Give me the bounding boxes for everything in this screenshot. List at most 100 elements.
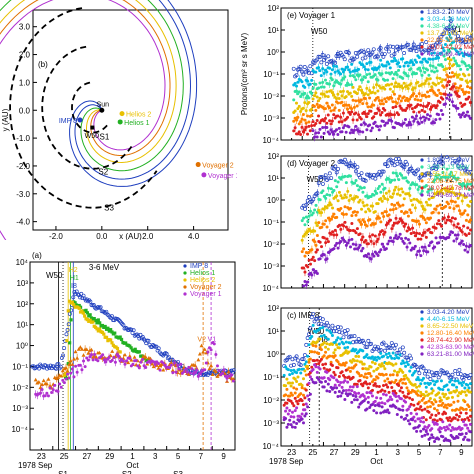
data-point xyxy=(290,393,294,397)
data-point xyxy=(391,208,395,212)
data-point xyxy=(332,386,336,390)
data-point xyxy=(386,221,390,225)
data-point xyxy=(376,345,380,350)
data-point xyxy=(325,389,329,393)
data-point xyxy=(332,376,336,380)
data-point xyxy=(311,129,315,133)
data-point xyxy=(416,187,420,191)
data-point xyxy=(190,367,194,371)
data-point xyxy=(292,386,296,390)
data-point xyxy=(362,399,366,403)
data-point xyxy=(444,204,448,208)
data-point xyxy=(51,388,55,392)
data-point xyxy=(354,392,358,396)
data-point xyxy=(333,70,337,74)
shock-label: S3 xyxy=(104,204,114,213)
legend-marker xyxy=(183,285,187,289)
data-point xyxy=(445,416,449,420)
data-point xyxy=(184,367,188,371)
data-point xyxy=(140,335,145,339)
data-point xyxy=(326,113,330,117)
data-point xyxy=(409,356,414,361)
data-point xyxy=(174,370,178,374)
data-point xyxy=(438,430,442,434)
data-point xyxy=(383,230,387,234)
data-point xyxy=(85,311,89,315)
data-point xyxy=(351,393,355,397)
data-point xyxy=(431,195,435,199)
data-point xyxy=(301,357,306,361)
data-point xyxy=(58,364,63,369)
data-point xyxy=(423,394,427,398)
data-point xyxy=(308,209,312,213)
data-point xyxy=(152,343,157,348)
data-point xyxy=(363,67,367,71)
data-point xyxy=(457,425,461,429)
data-point xyxy=(376,202,380,206)
data-point xyxy=(401,220,405,224)
y-tick-label: 10¹ xyxy=(267,327,279,336)
x-tick-label: 4.0 xyxy=(188,232,200,240)
data-point xyxy=(467,438,471,442)
data-point xyxy=(317,66,321,70)
data-point xyxy=(307,120,311,124)
data-point xyxy=(462,420,466,424)
data-point xyxy=(62,373,66,378)
data-point xyxy=(355,195,359,199)
data-point xyxy=(441,401,445,405)
data-point xyxy=(368,89,372,93)
data-point xyxy=(349,206,353,210)
data-point xyxy=(395,174,399,178)
data-point xyxy=(412,110,416,114)
data-point xyxy=(434,226,438,230)
data-point xyxy=(306,367,310,371)
data-point xyxy=(467,73,471,77)
data-point xyxy=(456,75,460,79)
data-point xyxy=(323,107,327,111)
data-point xyxy=(354,111,358,115)
data-point xyxy=(408,120,412,124)
data-point xyxy=(336,336,340,340)
data-point xyxy=(395,192,399,196)
data-point xyxy=(467,405,471,409)
data-point xyxy=(380,242,384,246)
data-point xyxy=(402,224,406,228)
data-point xyxy=(355,118,359,122)
data-point xyxy=(150,361,155,366)
event-label: W50 xyxy=(46,271,63,280)
data-point xyxy=(466,213,470,217)
data-point xyxy=(442,426,446,430)
legend-marker xyxy=(420,338,424,342)
data-point xyxy=(380,388,384,392)
data-point xyxy=(420,204,424,208)
data-point xyxy=(307,101,311,105)
data-point xyxy=(204,361,208,365)
data-point xyxy=(88,318,92,322)
data-point xyxy=(379,102,383,106)
data-point xyxy=(375,54,380,59)
data-point xyxy=(286,412,290,416)
data-point xyxy=(440,224,444,228)
data-point xyxy=(446,190,450,194)
data-point xyxy=(395,350,400,355)
data-point xyxy=(449,378,453,382)
y-tick-label: 10⁻¹ xyxy=(263,373,279,382)
data-point xyxy=(371,233,375,237)
y-tick-label: 10⁻⁴ xyxy=(262,284,279,293)
data-point xyxy=(284,393,288,397)
data-point xyxy=(417,384,421,388)
data-point xyxy=(88,313,92,317)
data-point xyxy=(446,202,450,206)
data-point xyxy=(76,347,81,351)
data-point xyxy=(289,423,293,427)
data-point xyxy=(401,57,405,61)
data-point xyxy=(300,250,304,254)
data-point xyxy=(383,367,387,371)
data-point xyxy=(393,203,397,207)
data-point xyxy=(310,334,314,338)
data-point xyxy=(464,40,469,44)
data-point xyxy=(369,365,373,369)
data-point xyxy=(360,207,364,211)
data-point xyxy=(344,340,348,344)
